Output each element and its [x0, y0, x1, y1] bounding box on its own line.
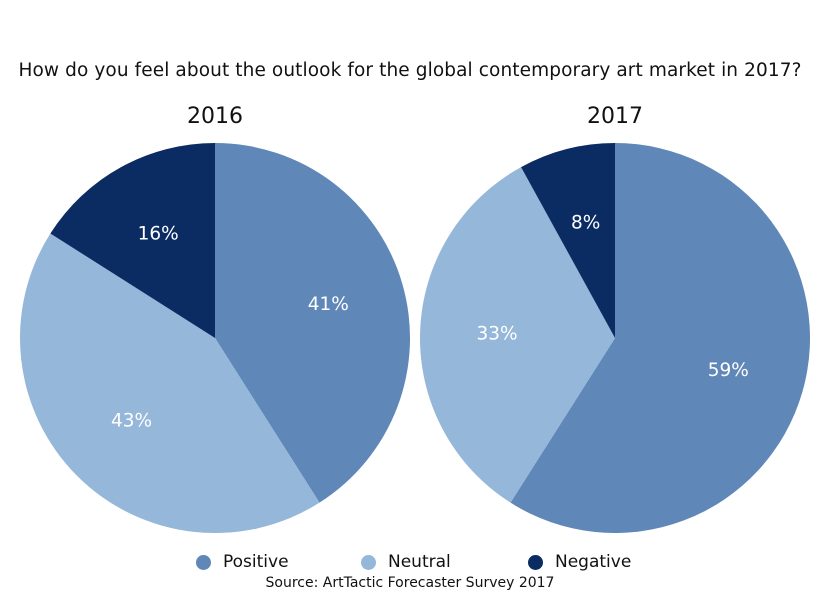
chart-title: How do you feel about the outlook for th…	[18, 60, 802, 81]
legend-item-neutral: Neutral	[361, 552, 451, 572]
legend-swatch-negative	[528, 554, 543, 570]
pie-svg-2016: 41% 43% 16%	[19, 143, 411, 534]
legend-swatch-positive	[196, 554, 211, 570]
pie-label-2017-positive: 59%	[708, 360, 749, 381]
pie-label-2016-positive: 41%	[308, 294, 349, 315]
legend-label-positive: Positive	[223, 552, 289, 572]
pie-title-2017: 2017	[587, 104, 643, 129]
legend-item-positive: Positive	[196, 552, 289, 572]
pie-slice-2016-negative	[50, 143, 216, 338]
pie-slice-2017-positive	[510, 143, 811, 533]
legend-swatch-neutral	[361, 554, 376, 570]
pie-title-2016: 2016	[187, 104, 243, 129]
pie-label-2016-negative: 16%	[138, 224, 179, 245]
legend-label-negative: Negative	[555, 552, 632, 572]
pie-slice-2017-neutral	[420, 167, 615, 503]
pie-label-2016-neutral: 43%	[111, 410, 152, 431]
pie-slice-2017-negative	[521, 143, 615, 338]
pie-slice-2016-neutral	[19, 233, 320, 534]
pie-label-2017-negative: 8%	[571, 213, 600, 234]
legend: Positive Neutral Negative	[0, 552, 820, 576]
pie-chart-2017: 2017 59% 33% 8%	[410, 100, 820, 540]
legend-item-negative: Negative	[528, 552, 631, 572]
legend-label-neutral: Neutral	[388, 552, 451, 572]
pie-svg-2017: 59% 33% 8%	[420, 143, 811, 533]
pie-label-2017-neutral: 33%	[476, 323, 517, 344]
pie-chart-2016: 2016 41% 43% 16%	[10, 100, 420, 540]
pie-slice-2016-positive	[215, 143, 411, 503]
source-note: Source: ArtTactic Forecaster Survey 2017	[265, 575, 555, 591]
